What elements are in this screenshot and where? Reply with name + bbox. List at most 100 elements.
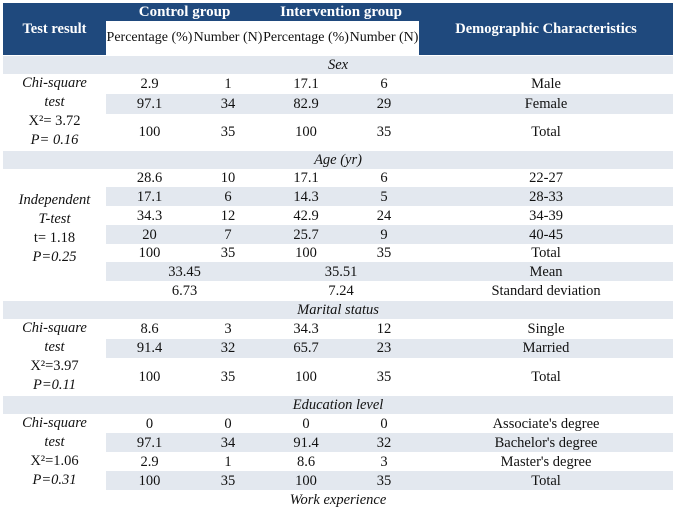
- demographics-table: Test result Control group Intervention g…: [3, 3, 674, 510]
- characteristic-label: Total: [419, 244, 674, 262]
- control-number: 3: [193, 319, 264, 339]
- table-row: 34.3 12 42.9 24 34-39: [3, 206, 674, 225]
- control-number-header: Number (N): [193, 21, 264, 56]
- table-row: 91.4 32 65.7 23 Married: [3, 338, 674, 358]
- characteristic-label: Total: [419, 358, 674, 396]
- characteristic-label: 22-27: [419, 169, 674, 187]
- table-row: 6.73 7.24 Standard deviation: [3, 281, 674, 301]
- section-title: Sex: [3, 55, 674, 74]
- control-percentage: 97.1: [106, 94, 193, 115]
- control-number: 35: [193, 358, 264, 396]
- characteristic-label: 34-39: [419, 206, 674, 225]
- control-sd: 6.73: [106, 281, 264, 301]
- control-group-header: Control group: [106, 3, 264, 21]
- intervention-percentage: 65.7: [263, 338, 350, 358]
- test-name: Chi-square: [22, 75, 87, 91]
- table-row: Chi-square test X²=3.97 P=0.11 8.6 3 34.…: [3, 319, 674, 396]
- p-value: P=0.25: [32, 249, 77, 265]
- test-name: test: [44, 434, 65, 450]
- intervention-percentage: 34.3: [263, 319, 350, 339]
- table-row: Independent T-test t= 1.18 P=0.25 28.6 1…: [3, 169, 674, 301]
- intervention-percentage: 25.7: [263, 225, 350, 244]
- control-number: 6: [193, 187, 264, 206]
- intervention-mean: 35.51: [263, 262, 420, 281]
- intervention-number: 32: [349, 433, 420, 452]
- intervention-number-header: Number (N): [349, 21, 420, 56]
- table-row: 100 35 100 35 Total: [3, 358, 674, 396]
- header-row-2: Percentage (%) Number (N) Percentage (%)…: [3, 21, 673, 56]
- test-name: T-test: [38, 211, 71, 227]
- intervention-percentage: 17.1: [263, 169, 350, 187]
- demographic-header: Demographic Characteristics: [419, 3, 674, 56]
- section-title: Education level: [3, 395, 674, 414]
- intervention-number: 0: [349, 414, 420, 433]
- characteristic-label: Total: [419, 471, 674, 490]
- control-percentage: 97.1: [106, 433, 193, 452]
- control-number: 10: [193, 169, 264, 187]
- control-percentage: 91.4: [106, 338, 193, 358]
- p-value: P= 0.16: [30, 132, 79, 148]
- control-percentage: 34.3: [106, 206, 193, 225]
- intervention-number: 23: [349, 338, 420, 358]
- table-row: 33.45 35.51 Mean: [3, 262, 674, 281]
- intervention-group-header: Intervention group: [263, 3, 420, 21]
- intervention-percentage: 14.3: [263, 187, 350, 206]
- characteristic-label: Associate's degree: [419, 414, 674, 433]
- test-name: test: [44, 339, 65, 355]
- section-sex: Sex: [3, 55, 674, 74]
- control-percentage: 8.6: [106, 319, 193, 339]
- intervention-number: 35: [349, 244, 420, 262]
- control-number: 1: [193, 452, 264, 471]
- test-statistic: X²=3.97: [30, 358, 79, 374]
- test-statistic: X²= 3.72: [28, 113, 81, 129]
- test-result-header: Test result: [3, 3, 106, 56]
- test-name: Independent: [18, 192, 91, 208]
- intervention-number: 5: [349, 187, 420, 206]
- intervention-number: 6: [349, 169, 420, 187]
- control-number: 32: [193, 338, 264, 358]
- intervention-percentage: 8.6: [263, 452, 350, 471]
- control-percentage: 17.1: [106, 187, 193, 206]
- education-test-cell: Chi-square test X²=1.06 P=0.31: [3, 414, 106, 490]
- test-name: Chi-square: [22, 320, 87, 336]
- characteristic-label: Bachelor's degree: [419, 433, 674, 452]
- table-row: Chi-square test X²=1.06 P=0.31 0 0 0 0 A…: [3, 414, 674, 490]
- table-row: 100 35 100 35 Total: [3, 471, 674, 490]
- intervention-number: 9: [349, 225, 420, 244]
- characteristic-label: Female: [419, 94, 674, 115]
- control-number: 35: [193, 244, 264, 262]
- intervention-percentage: 42.9: [263, 206, 350, 225]
- characteristic-label: Male: [419, 74, 674, 95]
- control-percentage: 100: [106, 244, 193, 262]
- intervention-percentage: 17.1: [263, 74, 350, 95]
- sex-test-cell: Chi-square test X²= 3.72 P= 0.16: [3, 74, 106, 151]
- test-statistic: t= 1.18: [33, 230, 76, 246]
- intervention-number: 35: [349, 114, 420, 151]
- control-number: 1: [193, 74, 264, 95]
- table-row: 17.1 6 14.3 5 28-33: [3, 187, 674, 206]
- section-title: Age (yr): [3, 150, 674, 169]
- characteristic-label: Master's degree: [419, 452, 674, 471]
- table-row: 100 35 100 35 Total: [3, 244, 674, 262]
- age-test-cell: Independent T-test t= 1.18 P=0.25: [3, 169, 106, 301]
- control-number: 34: [193, 433, 264, 452]
- control-number: 35: [193, 114, 264, 151]
- characteristic-label: Mean: [419, 262, 674, 281]
- intervention-percentage: 82.9: [263, 94, 350, 115]
- intervention-sd: 7.24: [263, 281, 420, 301]
- characteristic-label: 40-45: [419, 225, 674, 244]
- characteristic-label: Married: [419, 338, 674, 358]
- control-number: 34: [193, 94, 264, 115]
- control-percentage-header: Percentage (%): [106, 21, 193, 56]
- test-name: test: [44, 94, 65, 110]
- test-name: Chi-square: [22, 415, 87, 431]
- table-row: 97.1 34 91.4 32 Bachelor's degree: [3, 433, 674, 452]
- characteristic-label: Single: [419, 319, 674, 339]
- table-row: 2.9 1 8.6 3 Master's degree: [3, 452, 674, 471]
- control-percentage: 2.9: [106, 452, 193, 471]
- intervention-percentage: 100: [263, 114, 350, 151]
- intervention-percentage: 100: [263, 471, 350, 490]
- control-number: 0: [193, 414, 264, 433]
- section-work: Work experience: [3, 490, 674, 510]
